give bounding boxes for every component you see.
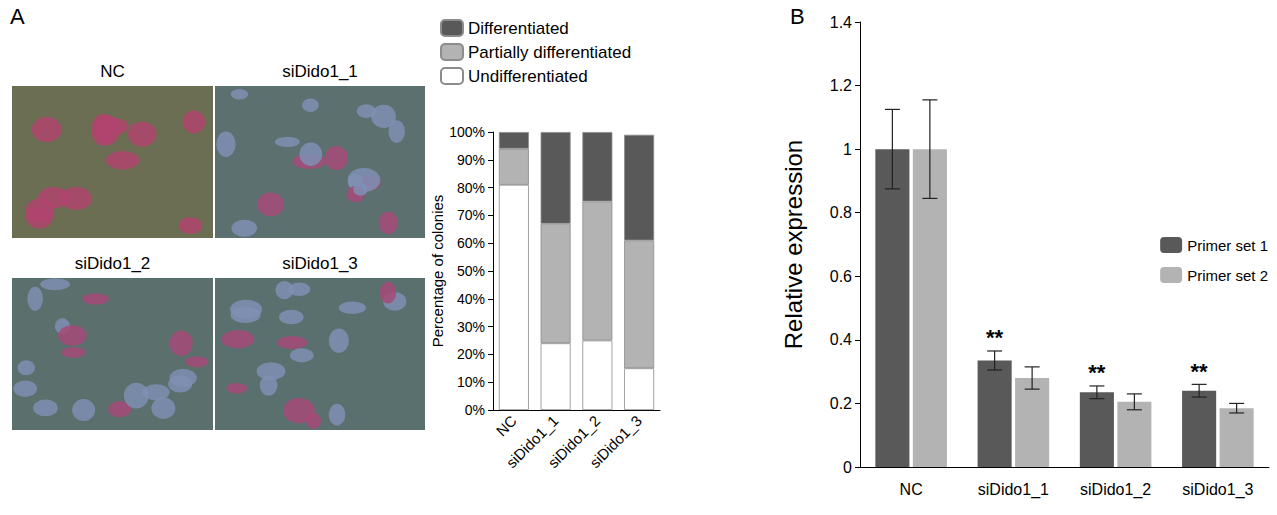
html-text:siDido1_3: siDido1_3	[282, 254, 358, 273]
html-text:A: A	[10, 4, 25, 29]
svg-text:Primer set 2: Primer set 2	[1187, 267, 1268, 284]
svg-text:**: **	[1088, 360, 1106, 385]
html-text:siDido1_1: siDido1_1	[282, 62, 358, 81]
svg-text:40%: 40%	[457, 291, 485, 307]
svg-text:Primer set 1: Primer set 1	[1187, 237, 1268, 254]
svg-text:0%: 0%	[465, 402, 485, 418]
svg-text:1: 1	[843, 141, 852, 158]
svg-text:Relative expression: Relative expression	[780, 140, 807, 349]
svg-text:90%: 90%	[457, 152, 485, 168]
svg-text:Undifferentiated: Undifferentiated	[468, 67, 588, 86]
svg-text:siDido1_1: siDido1_1	[978, 481, 1049, 499]
svg-text:20%: 20%	[457, 346, 485, 362]
svg-text:10%: 10%	[457, 374, 485, 390]
svg-text:siDido1_2: siDido1_2	[544, 412, 604, 472]
svg-text:100%: 100%	[449, 124, 485, 140]
svg-text:siDido1_2: siDido1_2	[1080, 481, 1151, 499]
svg-text:30%: 30%	[457, 319, 485, 335]
svg-text:siDido1_3: siDido1_3	[586, 412, 645, 471]
svg-text:70%: 70%	[457, 207, 485, 223]
svg-text:1.4: 1.4	[830, 14, 852, 31]
html-text:B: B	[790, 4, 805, 29]
svg-text:0.6: 0.6	[830, 268, 852, 285]
svg-text:NC: NC	[900, 481, 923, 498]
svg-text:50%: 50%	[457, 263, 485, 279]
svg-text:0.4: 0.4	[830, 331, 852, 348]
svg-text:**: **	[986, 325, 1004, 350]
svg-text:siDido1_3: siDido1_3	[1182, 481, 1253, 499]
svg-text:0: 0	[843, 459, 852, 476]
svg-text:80%: 80%	[457, 180, 485, 196]
html-text:NC: NC	[100, 62, 125, 81]
svg-text:**: **	[1191, 359, 1209, 384]
html-text:siDido1_2: siDido1_2	[74, 254, 151, 273]
svg-text:60%: 60%	[457, 235, 485, 251]
svg-text:NC: NC	[493, 412, 520, 439]
svg-text:Differentiated: Differentiated	[468, 19, 569, 38]
svg-text:siDido1_1: siDido1_1	[502, 412, 562, 472]
svg-text:0.8: 0.8	[830, 204, 852, 221]
svg-text:1.2: 1.2	[830, 77, 852, 94]
svg-text:Partially differentiated: Partially differentiated	[468, 43, 631, 62]
svg-text:Percentage of colonies: Percentage of colonies	[429, 195, 446, 348]
svg-text:0.2: 0.2	[830, 395, 852, 412]
